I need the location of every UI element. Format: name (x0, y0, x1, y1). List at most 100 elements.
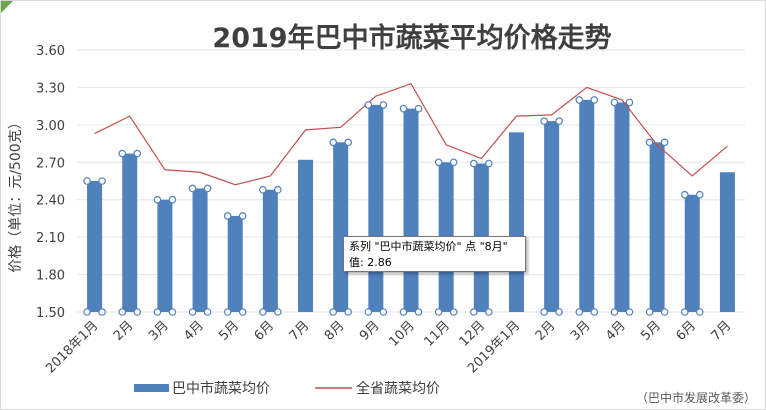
x-tick-label: 8月 (322, 318, 348, 344)
selection-handle (625, 98, 634, 107)
selection-handle (555, 117, 563, 125)
x-tick-label: 3月 (146, 318, 172, 344)
y-tick-label: 1.50 (36, 306, 65, 321)
y-tick-label: 3.60 (36, 44, 65, 59)
selection-handle (645, 308, 654, 316)
selection-handle (274, 308, 282, 316)
selection-handle (680, 308, 689, 316)
bar[interactable] (403, 108, 419, 312)
legend-label-bar: 巴中市蔬菜均价 (172, 380, 270, 397)
selection-handle (470, 308, 478, 316)
y-tick-label: 2.40 (36, 194, 65, 209)
bar[interactable] (684, 194, 700, 312)
selection-handle (399, 104, 408, 113)
bar[interactable] (649, 142, 665, 312)
bar[interactable] (262, 189, 278, 312)
bar[interactable] (122, 153, 138, 312)
selection-handle (695, 190, 704, 199)
selection-handle (168, 195, 177, 204)
selection-handle (223, 308, 232, 316)
selection-handle (188, 184, 197, 193)
selection-handle (660, 138, 669, 147)
selection-handle (344, 308, 352, 316)
selection-handle (610, 308, 619, 316)
data-point-tooltip: 系列 "巴中市蔬菜均价" 点 "8月" 值: 2.86 (343, 236, 526, 272)
selection-handle (414, 308, 423, 316)
legend: 巴中市蔬菜均价 全省蔬菜均价 (134, 380, 440, 397)
x-tick-label: 2月 (533, 318, 559, 344)
y-tick-label: 3.30 (36, 81, 65, 96)
bar[interactable] (192, 188, 208, 312)
bar[interactable] (227, 215, 243, 312)
selection-handle (118, 308, 127, 316)
selection-handle (238, 212, 247, 220)
selection-handle (555, 308, 563, 316)
selection-handle (575, 96, 584, 104)
selection-handle (153, 195, 162, 204)
y-tick-label: 2.10 (36, 231, 65, 246)
selection-handle (133, 149, 142, 158)
selection-handle (414, 104, 423, 113)
selection-handle (379, 308, 388, 316)
x-tick-label: 6月 (673, 318, 699, 344)
y-axis-label: 价格（单位：元/500克） (8, 115, 24, 272)
selection-handle (660, 308, 669, 316)
selection-handle (379, 101, 388, 109)
selection-handle (188, 308, 197, 316)
selection-handle (118, 149, 127, 158)
x-tick-label: 9月 (357, 318, 383, 344)
y-tick-label: 3.00 (36, 119, 65, 134)
x-tick-label: 5月 (638, 318, 664, 344)
x-tick-label: 4月 (603, 318, 629, 344)
x-tick-label: 12月 (457, 318, 488, 349)
x-tick-label: 11月 (421, 318, 452, 349)
bar[interactable] (87, 181, 103, 312)
tooltip-line-1: 系列 "巴中市蔬菜均价" 点 "8月" (349, 240, 508, 253)
x-tick-label: 5月 (216, 318, 242, 344)
bar[interactable] (614, 102, 630, 313)
legend-label-line: 全省蔬菜均价 (356, 380, 440, 397)
y-tick-label: 2.70 (36, 156, 65, 171)
bar[interactable] (368, 104, 384, 313)
x-tick-label: 10月 (386, 318, 417, 349)
bar[interactable] (157, 199, 173, 312)
selection-handle (470, 159, 478, 168)
bar[interactable] (508, 132, 524, 312)
bar[interactable] (579, 99, 595, 313)
tooltip-line-2: 值: 2.86 (349, 256, 392, 269)
series-line[interactable] (94, 82, 728, 186)
x-tick-label: 2月 (111, 318, 137, 344)
y-tick-label: 1.80 (36, 269, 65, 284)
selection-handle (399, 308, 408, 316)
selection-handle (434, 158, 443, 167)
selection-handle (153, 308, 162, 316)
selection-handle (540, 117, 548, 125)
selection-handle (168, 308, 177, 316)
selection-handle (203, 308, 212, 316)
selection-handle (274, 185, 282, 194)
selection-handles (83, 96, 704, 316)
bar[interactable] (333, 142, 349, 312)
selection-handle (364, 308, 373, 316)
bar[interactable] (544, 121, 560, 312)
selection-handle (329, 308, 337, 316)
selection-handle (575, 308, 584, 316)
line-series[interactable] (94, 82, 728, 186)
selection-handle (259, 185, 267, 194)
selection-handle (485, 308, 493, 316)
selection-handle (98, 308, 106, 316)
selection-handle (259, 308, 267, 316)
source-note: （巴中市发展改革委） (636, 390, 756, 405)
selection-handle (610, 98, 619, 107)
bar[interactable] (719, 172, 735, 312)
selection-handle (590, 308, 599, 316)
bar[interactable] (298, 159, 314, 312)
chart-title: 2019年巴中市蔬菜平均价格走势 (212, 22, 611, 54)
selection-handle (680, 190, 689, 199)
selection-handle (449, 158, 458, 167)
bar-series[interactable] (87, 99, 735, 313)
selection-handle (203, 184, 212, 193)
x-tick-label: 6月 (252, 318, 278, 344)
